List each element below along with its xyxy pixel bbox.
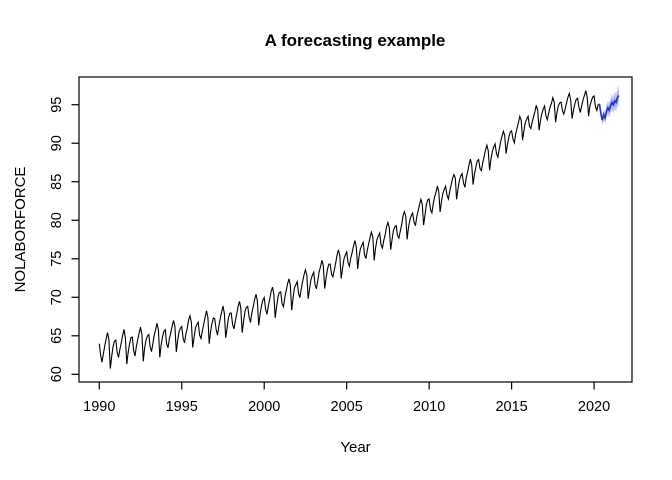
x-tick-label: 2010 xyxy=(413,399,445,415)
y-tick-label: 80 xyxy=(49,212,65,228)
y-tick-label: 90 xyxy=(49,135,65,151)
y-tick-label: 65 xyxy=(49,328,65,344)
chart-title: A forecasting example xyxy=(265,31,446,50)
x-tick-label: 2015 xyxy=(495,399,527,415)
y-tick-label: 60 xyxy=(49,366,65,382)
x-tick-label: 2020 xyxy=(578,399,610,415)
y-tick-label: 85 xyxy=(49,174,65,190)
plot-border xyxy=(78,76,633,383)
y-tick-label: 70 xyxy=(49,289,65,305)
x-tick-label: 2005 xyxy=(331,399,363,415)
y-tick-label: 75 xyxy=(49,251,65,267)
data-series xyxy=(98,90,620,369)
observed-series-line xyxy=(98,90,599,369)
x-tick-label: 1995 xyxy=(166,399,198,415)
x-tick-label: 1990 xyxy=(83,399,115,415)
axes: 1990 1995 2000 2005 2010 2015 2020 60 65 70 75 80 85… xyxy=(49,97,610,415)
x-tick-label: 2000 xyxy=(248,399,280,415)
x-axis-title: Year xyxy=(340,439,370,456)
y-axis-title: NOLABORFORCE xyxy=(12,167,29,293)
y-tick-label: 95 xyxy=(49,97,65,113)
forecast-mean-line xyxy=(597,95,620,121)
